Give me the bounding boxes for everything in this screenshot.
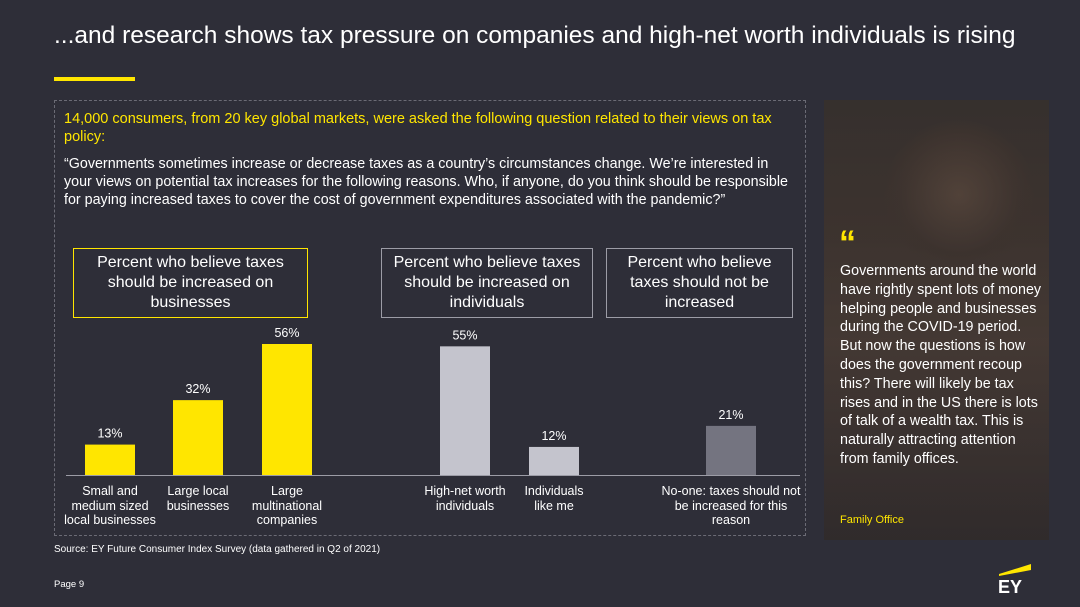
ey-logo-text: EY bbox=[998, 577, 1022, 596]
quote-attribution: Family Office bbox=[840, 514, 904, 526]
page-title: ...and research shows tax pressure on co… bbox=[54, 22, 1016, 49]
survey-question: “Governments sometimes increase or decre… bbox=[64, 156, 788, 208]
bar-3 bbox=[262, 344, 312, 475]
bar-6 bbox=[706, 425, 756, 475]
bar-4 bbox=[440, 346, 490, 475]
title-underline bbox=[54, 77, 135, 81]
bar-value-label-6: 21% bbox=[718, 408, 743, 422]
category-label-2: Large local businesses bbox=[166, 484, 230, 513]
bar-value-label-2: 32% bbox=[185, 382, 210, 396]
group-label-businesses: Percent who believe taxes should be incr… bbox=[97, 254, 284, 311]
group-label-individuals: Percent who believe taxes should be incr… bbox=[393, 254, 581, 311]
category-label-4: High-net worth individuals bbox=[424, 484, 506, 513]
bar-value-label-4: 55% bbox=[452, 328, 477, 342]
survey-intro: 14,000 consumers, from 20 key global mar… bbox=[64, 111, 772, 145]
bar-2 bbox=[173, 400, 223, 475]
bar-value-label-3: 56% bbox=[274, 326, 299, 340]
category-label-5: Individuals like me bbox=[524, 484, 584, 513]
ey-logo: EY bbox=[998, 564, 1031, 596]
group-box-not-increased: Percent who believe taxes should not be … bbox=[606, 248, 793, 318]
photo-overlay bbox=[824, 100, 1049, 540]
source-note: Source: EY Future Consumer Index Survey … bbox=[54, 544, 381, 555]
group-box-individuals: Percent who believe taxes should be incr… bbox=[381, 248, 593, 318]
portrait-photo bbox=[824, 100, 1049, 540]
category-label-6: No-one: taxes should not be increased fo… bbox=[661, 484, 801, 527]
bar-5 bbox=[529, 446, 579, 475]
group-box-businesses: Percent who believe taxes should be incr… bbox=[73, 248, 308, 318]
bar-value-label-1: 13% bbox=[97, 427, 122, 441]
quote-text: Governments around the world have rightl… bbox=[840, 263, 1042, 467]
bar-value-label-5: 12% bbox=[541, 429, 566, 443]
quote-mark-icon: “ bbox=[839, 224, 856, 262]
category-label-1: Small and medium sized local businesses bbox=[64, 484, 156, 527]
category-label-3: Large multinational companies bbox=[251, 484, 323, 527]
page-number: Page 9 bbox=[54, 579, 85, 590]
survey-panel bbox=[54, 100, 806, 536]
group-label-not-increased: Percent who believe taxes should not be … bbox=[627, 254, 772, 311]
bar-1 bbox=[85, 444, 135, 475]
